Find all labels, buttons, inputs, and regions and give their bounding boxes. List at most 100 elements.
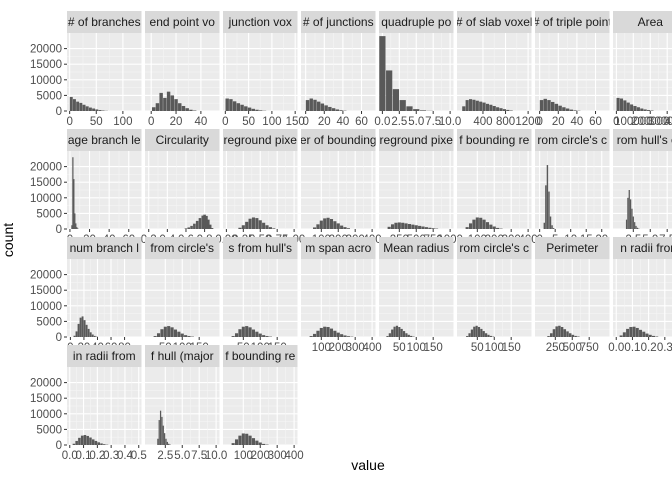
histogram-bar [547,336,549,337]
histogram-bar [235,333,238,337]
y-tick-label: 5000 [36,316,62,328]
histogram-bar [631,209,632,229]
facet-strip-label: Perimeter [546,241,598,255]
histogram-bar [313,227,316,229]
histogram-bar [388,227,391,229]
histogram-bar [627,198,628,229]
histogram-bar [232,443,235,445]
facet-strip-label: reground pixe [224,133,298,147]
y-tick-label: 0 [56,224,62,236]
histogram-bar [393,89,399,111]
histogram-bar [620,335,623,337]
histogram-bar [623,332,626,337]
histogram-bar [555,326,557,337]
histogram-bar [330,219,333,229]
histogram-bar [255,441,258,445]
histogram-bar [337,223,340,229]
histogram-bar [337,333,340,337]
x-tick-label: 400 [473,116,492,128]
histogram-bar [232,336,235,337]
histogram-bar [472,100,475,111]
facet-strip-label: num branch l [70,241,139,255]
histogram-bar [177,332,180,337]
histogram-bar [617,98,620,111]
histogram-bar [259,220,262,229]
histogram-bar [391,224,394,229]
histogram-bar [408,335,410,337]
histogram-bar [401,223,404,229]
histogram-bar [323,327,326,337]
histogram-bar [544,99,547,111]
histogram-bar [386,336,388,337]
histogram-bar [187,227,190,229]
histogram-bar [393,327,395,337]
histogram-bar [479,218,482,229]
histogram-bar [189,110,192,111]
histogram-bar [95,441,98,445]
histogram-bar [420,110,426,111]
facet-strip-label: end point vo [150,15,216,29]
histogram-bar [347,336,350,337]
histogram-bar [190,226,193,229]
histogram-bar [347,228,350,229]
histogram-bar [642,332,645,337]
histogram-bar [317,102,320,111]
histogram-bar [163,98,166,111]
x-tick-label: 50 [471,342,484,354]
histogram-bar [558,106,561,111]
histogram-bar [171,327,174,337]
histogram-bar [313,100,316,111]
histogram-bar [73,99,76,111]
histogram-bar [462,106,465,111]
histogram-bar [103,444,106,445]
histogram-bar [551,225,552,229]
histogram-bar [196,221,199,229]
histogram-bar [249,436,252,445]
facet-strip-label: f hull (major [151,349,214,363]
histogram-bar [238,228,241,229]
histogram-bar [333,221,336,229]
histogram-bar [252,330,255,337]
histogram-bar [410,336,412,337]
x-tick-label: 20 [552,116,565,128]
x-tick-label: 100 [113,116,132,128]
histogram-bar [152,107,155,111]
histogram-bar [496,228,499,229]
histogram-bar [78,324,80,337]
facet-panel: Area0100000200000300000400000 [613,11,672,128]
histogram-bar [564,329,566,337]
histogram-bar [471,330,473,337]
histogram-bar [157,439,158,445]
histogram-bar [544,223,545,229]
y-tick-label: 10000 [30,301,62,313]
histogram-bar [379,36,385,111]
histogram-bar [79,103,82,111]
y-tick-label: 20000 [30,44,62,56]
histogram-bar [561,327,563,337]
histogram-bar [167,326,170,337]
histogram-bar [84,435,87,445]
histogram-bar [168,444,169,445]
histogram-bar [245,222,248,229]
x-tick-label: 5.0 [408,116,424,128]
histogram-bar [647,110,650,111]
histogram-bar [324,105,327,111]
histogram-bar [78,438,81,445]
facet-strip-label: f bounding re [225,349,295,363]
histogram-bar [476,217,479,229]
histogram-bar [633,106,636,111]
histogram-bar [248,108,251,111]
histogram-bar [503,109,506,111]
histogram-bar [167,92,170,111]
facet-strip-label: Mean radius [383,241,449,255]
histogram-bar [74,336,76,337]
y-tick-label: 15000 [30,393,62,405]
histogram-bar [306,100,309,111]
histogram-bar [629,327,632,337]
histogram-bar [310,99,313,111]
x-tick-label: 10.0 [205,450,227,462]
